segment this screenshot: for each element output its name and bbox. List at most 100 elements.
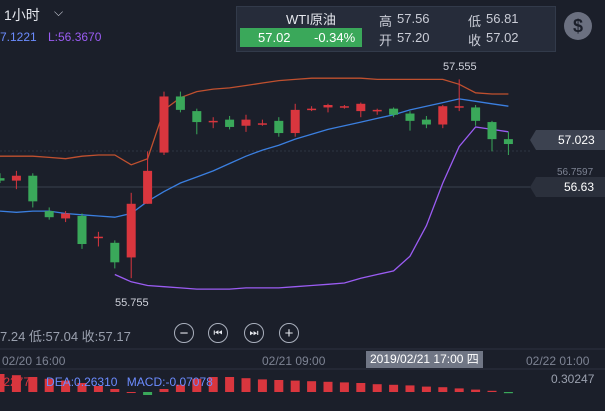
macd-bar [454, 388, 464, 392]
macd-bar [389, 384, 399, 392]
ohlc-readout: 7.24 低:57.04 收:57.17 [0, 329, 131, 344]
chevron-down-icon[interactable]: ⌵ [54, 5, 64, 19]
dollar-icon[interactable]: $ [564, 12, 592, 40]
instrument-name: WTI原油 [286, 12, 336, 27]
candle-body [241, 119, 251, 126]
candle-body [159, 96, 169, 153]
macd-bar [159, 389, 169, 392]
small-price-label: 56.7597 [557, 167, 594, 178]
candle-body [126, 203, 136, 258]
macd-bar [307, 381, 317, 392]
macd-bar [372, 384, 382, 392]
candle-body [503, 139, 513, 145]
candle-body [487, 122, 497, 140]
candle-body [372, 109, 382, 112]
candle-body [208, 120, 218, 123]
macd-bar [438, 387, 448, 392]
macd-bar [225, 377, 235, 392]
macd-bar [11, 375, 21, 392]
close-value: 57.02 [486, 30, 519, 45]
macd-bar [61, 380, 71, 392]
macd-bar [143, 392, 153, 395]
candle-body [28, 175, 38, 202]
macd-bar [0, 374, 5, 392]
candle-body [192, 111, 202, 123]
current-price-tag: 57.023 [530, 130, 605, 150]
candle-body [339, 106, 349, 108]
candle-body [225, 119, 235, 127]
close-label: 收 [468, 33, 482, 48]
zoom-out-button[interactable]: − [174, 323, 194, 343]
interval-selector[interactable]: 1小时 [4, 7, 40, 23]
candle-body [77, 215, 87, 245]
macd-bar [356, 383, 366, 392]
open-label: 开 [379, 33, 393, 48]
candle-body [389, 108, 399, 115]
macd-bar [192, 378, 202, 392]
candle-body [0, 178, 5, 181]
macd-bar [339, 382, 349, 392]
macd-value: MACD:-0.07078 [126, 375, 213, 389]
indicator-lower-value: L:56.3670 [48, 30, 102, 44]
candle-body [290, 109, 300, 134]
upper-band-line [0, 77, 509, 166]
candle-body [421, 119, 431, 125]
time-cursor-label: 2019/02/21 17:00 四 [366, 351, 483, 368]
macd-bar [126, 392, 136, 393]
macd-bar [77, 383, 87, 392]
macd-dea-value: DEA:0.26310 [46, 375, 118, 389]
cursor-price-tag: 56.63 [530, 177, 605, 197]
high-label: 高 [379, 14, 393, 29]
candle-body [356, 103, 366, 112]
macd-scale-value: 0.30247 [551, 372, 595, 386]
candle-body [471, 107, 481, 121]
candle-body [61, 213, 71, 219]
macd-bar [471, 389, 481, 392]
macd-bar [323, 381, 333, 392]
macd-bar [421, 386, 431, 392]
macd-bar [274, 380, 284, 392]
time-label: 02/22 01:00 [526, 354, 590, 368]
zoom-in-button[interactable]: + [279, 323, 299, 343]
candle-body [175, 96, 185, 110]
time-label: 02/21 09:00 [262, 354, 326, 368]
low-annotation: 55.755 [115, 297, 149, 309]
prev-icon[interactable]: ⏮ [208, 323, 228, 343]
candle-body [11, 175, 21, 181]
macd-bar [503, 392, 513, 394]
high-value: 57.56 [397, 11, 430, 26]
candle-body [44, 211, 54, 218]
indicator-upper-value: 7.1221 [0, 30, 37, 44]
last-price: 57.02 [258, 30, 291, 45]
candle-body [257, 123, 267, 125]
macd-bar [28, 377, 38, 392]
lower-band-line [114, 126, 509, 290]
middle-band-line [0, 98, 509, 218]
candle-body [274, 120, 284, 134]
macd-bar [208, 377, 218, 392]
low-label: 低 [468, 14, 482, 29]
macd-bar [257, 379, 267, 392]
macd-legend: .22771 DEA:0.26310 MACD:-0.07078 [0, 375, 213, 389]
macd-bar [110, 389, 120, 392]
candle-body [110, 242, 120, 263]
candle-body [307, 108, 317, 111]
price-change-badge [240, 28, 362, 47]
candle-body [323, 105, 333, 108]
candle-body [438, 106, 448, 125]
cursor-price-tag-value: 56.63 [564, 180, 595, 194]
macd-bar [44, 378, 54, 392]
low-value: 56.81 [486, 11, 519, 26]
candle-body [93, 236, 103, 239]
time-label: 02/20 16:00 [2, 354, 66, 368]
macd-bar [487, 390, 497, 392]
macd-bar [290, 380, 300, 392]
high-annotation: 57.555 [443, 61, 477, 73]
candle-body [405, 113, 415, 121]
macd-dif-value: .22771 [0, 375, 37, 389]
candle-body [143, 170, 153, 204]
change-percent: -0.34% [314, 30, 356, 45]
macd-bar [405, 385, 415, 392]
next-icon[interactable]: ⏭ [244, 323, 264, 343]
